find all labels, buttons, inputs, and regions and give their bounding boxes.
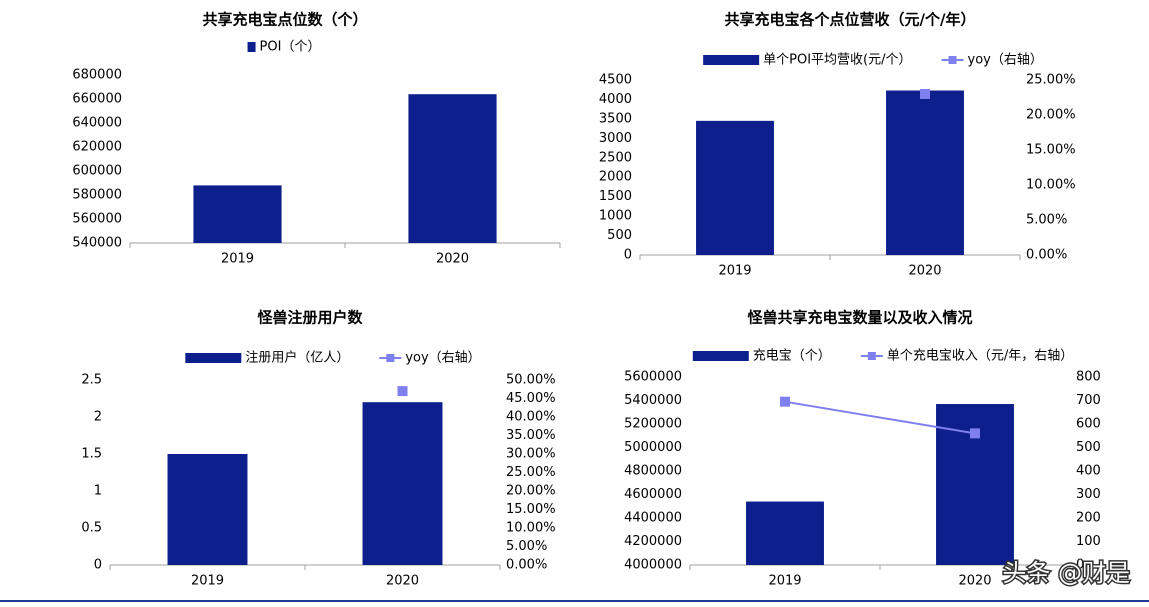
line-marker bbox=[920, 89, 930, 99]
y-tick-label: 1500 bbox=[599, 189, 632, 204]
y-tick-label: 0 bbox=[94, 558, 102, 573]
chart-title: 共享充电宝点位数（个） bbox=[202, 11, 367, 29]
legend-label: 充电宝（个） bbox=[753, 348, 831, 364]
y2-tick-label: 0.00% bbox=[1026, 248, 1067, 263]
legend-swatch bbox=[247, 42, 256, 52]
x-tick-label: 2020 bbox=[958, 574, 991, 589]
y-tick-label: 4200000 bbox=[624, 534, 682, 549]
legend-label: yoy（右轴） bbox=[968, 53, 1043, 68]
y-tick-label: 0.5 bbox=[81, 521, 102, 536]
y-tick-label: 640000 bbox=[72, 116, 122, 131]
y-tick-label: 4000000 bbox=[624, 558, 682, 573]
y2-tick-label: 10.00% bbox=[1026, 178, 1076, 193]
y-tick-label: 2000 bbox=[599, 170, 632, 185]
y2-tick-label: 600 bbox=[1076, 417, 1101, 432]
y-tick-label: 3000 bbox=[599, 131, 632, 146]
y2-tick-label: 300 bbox=[1076, 487, 1101, 502]
x-tick-label: 2019 bbox=[768, 574, 801, 589]
y-tick-label: 680000 bbox=[72, 68, 122, 83]
legend-label: 单个POI平均营收(元/个） bbox=[763, 53, 911, 68]
legend-marker bbox=[386, 354, 395, 362]
chart-title: 共享充电宝各个点位营收（元/个/年） bbox=[725, 11, 976, 29]
x-tick-label: 2019 bbox=[221, 252, 254, 267]
y2-tick-label: 25.00% bbox=[506, 465, 556, 480]
x-tick-label: 2019 bbox=[718, 264, 751, 279]
y-tick-label: 660000 bbox=[72, 92, 122, 107]
legend-label: POI（个） bbox=[260, 40, 321, 55]
y2-tick-label: 700 bbox=[1076, 393, 1101, 408]
line-marker bbox=[780, 396, 790, 407]
bar bbox=[886, 90, 964, 255]
line bbox=[784, 400, 976, 435]
y-tick-label: 5200000 bbox=[624, 417, 682, 432]
y2-tick-label: 5.00% bbox=[1026, 213, 1067, 228]
y2-tick-label: 20.00% bbox=[506, 484, 556, 499]
y2-tick-label: 500 bbox=[1076, 440, 1101, 455]
y2-tick-label: 5.00% bbox=[506, 539, 547, 554]
x-tick-label: 2020 bbox=[386, 574, 419, 589]
y2-tick-label: 30.00% bbox=[506, 447, 556, 462]
legend-label: 单个充电宝收入（元/年，右轴） bbox=[887, 348, 1073, 364]
y-tick-label: 2500 bbox=[599, 150, 632, 165]
y2-tick-label: 800 bbox=[1076, 370, 1101, 385]
y2-tick-label: 50.00% bbox=[506, 373, 556, 388]
y-tick-label: 4800000 bbox=[624, 464, 682, 479]
y-tick-label: 560000 bbox=[72, 212, 122, 227]
bar bbox=[408, 94, 497, 243]
y-tick-label: 3500 bbox=[599, 111, 632, 126]
legend-swatch bbox=[703, 55, 760, 65]
chart-title: 怪兽注册用户数 bbox=[257, 309, 363, 327]
legend-marker bbox=[948, 56, 957, 64]
x-tick-label: 2020 bbox=[908, 264, 941, 279]
bar bbox=[746, 501, 824, 565]
legend-swatch bbox=[185, 353, 242, 363]
y-tick-label: 0 bbox=[624, 248, 632, 263]
y2-tick-label: 10.00% bbox=[506, 521, 556, 536]
y-tick-label: 580000 bbox=[72, 188, 122, 203]
line-marker bbox=[970, 428, 980, 439]
legend-label: yoy（右轴） bbox=[405, 351, 480, 366]
y-tick-label: 4400000 bbox=[624, 511, 682, 526]
bar bbox=[193, 185, 282, 243]
y-tick-label: 5400000 bbox=[624, 393, 682, 408]
y2-tick-label: 200 bbox=[1076, 511, 1101, 526]
y-tick-label: 4600000 bbox=[624, 487, 682, 502]
bar bbox=[362, 402, 443, 565]
y-tick-label: 1 bbox=[94, 484, 102, 499]
legend-label: 注册用户（亿人） bbox=[245, 350, 349, 366]
y-tick-label: 2 bbox=[94, 410, 102, 425]
bar bbox=[167, 454, 248, 565]
y-tick-label: 5000000 bbox=[624, 440, 682, 455]
y-tick-label: 4500 bbox=[599, 73, 632, 88]
y2-tick-label: 35.00% bbox=[506, 428, 556, 443]
x-tick-label: 2019 bbox=[191, 574, 224, 589]
line-marker bbox=[397, 386, 408, 397]
y2-tick-label: 45.00% bbox=[506, 391, 556, 406]
y2-tick-label: 100 bbox=[1076, 534, 1101, 549]
legend-marker bbox=[867, 352, 876, 360]
y-tick-label: 4000 bbox=[599, 92, 632, 107]
y2-tick-label: 400 bbox=[1076, 464, 1101, 479]
y2-tick-label: 0 bbox=[1076, 558, 1084, 573]
y2-tick-label: 40.00% bbox=[506, 410, 556, 425]
legend-swatch bbox=[692, 351, 749, 361]
y-tick-label: 500 bbox=[607, 228, 632, 243]
chart-title: 怪兽共享充电宝数量以及收入情况 bbox=[747, 309, 972, 327]
y-tick-label: 2.5 bbox=[81, 373, 102, 388]
y-tick-label: 5600000 bbox=[624, 370, 682, 385]
y-tick-label: 620000 bbox=[72, 140, 122, 155]
watermark: 头条 @财是 bbox=[1002, 559, 1130, 587]
bar bbox=[696, 120, 774, 255]
x-tick-label: 2020 bbox=[436, 252, 469, 267]
y2-tick-label: 0.00% bbox=[506, 558, 547, 573]
y-tick-label: 1.5 bbox=[81, 447, 102, 462]
y2-tick-label: 20.00% bbox=[1026, 108, 1076, 123]
y-tick-label: 540000 bbox=[72, 236, 122, 251]
y2-tick-label: 15.00% bbox=[1026, 143, 1076, 158]
y2-tick-label: 25.00% bbox=[1026, 73, 1076, 88]
y2-tick-label: 15.00% bbox=[506, 502, 556, 517]
y-tick-label: 600000 bbox=[72, 164, 122, 179]
y-tick-label: 1000 bbox=[599, 209, 632, 224]
